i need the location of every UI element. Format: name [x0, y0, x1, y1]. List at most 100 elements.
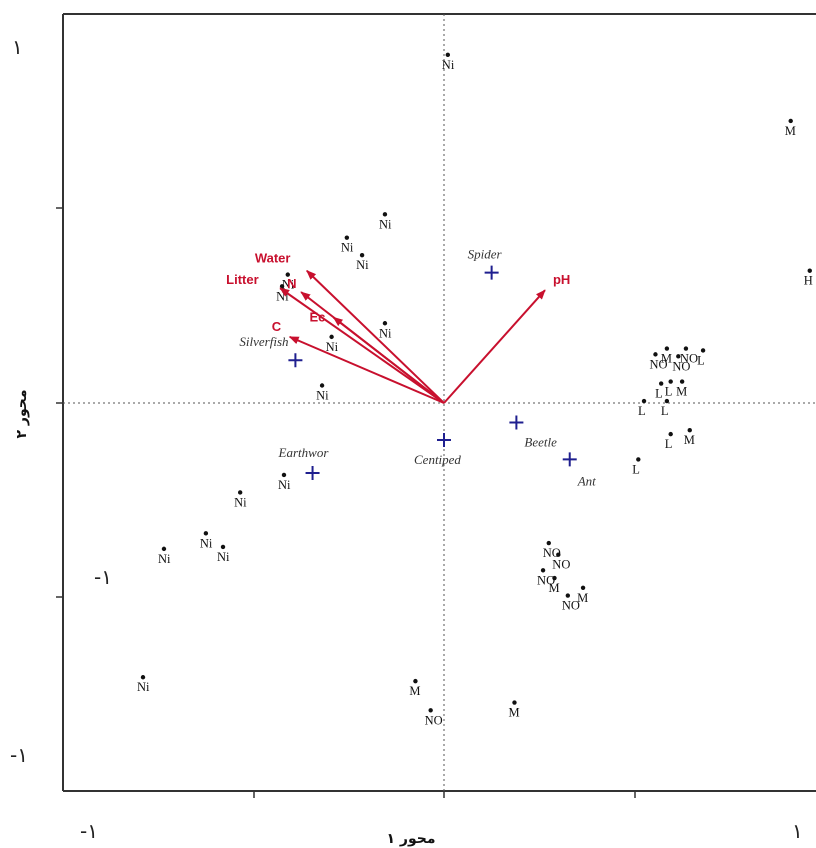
- site-point: [658, 381, 664, 386]
- site-point: [683, 346, 689, 351]
- site-label: NO: [543, 546, 561, 560]
- y-tick-label-top: ۱: [12, 35, 23, 59]
- species-marker-centiped: [437, 432, 451, 447]
- site-label: L: [632, 462, 640, 476]
- site-point: [565, 593, 571, 598]
- site-label: NO: [425, 713, 443, 727]
- site-point: [664, 398, 670, 404]
- site-point: [668, 431, 673, 437]
- vector-layer: Water Litter N Ec CpH: [226, 251, 570, 404]
- site-point: [329, 334, 334, 340]
- site-label: Ni: [341, 241, 354, 255]
- site-label: Ni: [276, 289, 289, 303]
- vector-arrow-c: [288, 335, 445, 404]
- site-label: Ni: [356, 258, 369, 272]
- site-point: [788, 118, 793, 124]
- x-axis-title: محور ۱: [386, 831, 435, 847]
- species-label-beetle: Beetle: [524, 434, 557, 449]
- site-label: NO: [552, 558, 570, 572]
- site-point: [676, 354, 681, 359]
- species-label-spider: Spider: [468, 247, 503, 262]
- site-label: Ni: [316, 388, 329, 402]
- site-label: Ni: [442, 58, 455, 72]
- site-point: [359, 252, 365, 258]
- site-point: [556, 552, 561, 557]
- site-label: Ni: [158, 552, 171, 566]
- site-point: [281, 472, 287, 478]
- site-point: [285, 272, 290, 277]
- site-label: Ni: [200, 536, 213, 550]
- site-point: [687, 428, 692, 433]
- site-point: [203, 531, 209, 536]
- site-label: L: [661, 404, 669, 418]
- site-label: L: [638, 404, 646, 418]
- site-label: M: [676, 385, 687, 399]
- y-tick-label-mid: -۱: [94, 565, 112, 589]
- site-label: Ni: [278, 478, 291, 492]
- site-label: M: [684, 433, 695, 447]
- vector-label-n: N: [287, 276, 296, 291]
- site-label: Ni: [217, 550, 230, 564]
- site-label: NO: [680, 352, 698, 366]
- species-marker-beetle: [509, 415, 524, 430]
- vector-label-water: Water: [255, 251, 291, 266]
- site-point: [700, 348, 706, 353]
- site-point: [140, 675, 146, 680]
- site-point: [807, 268, 812, 273]
- site-point: [413, 678, 418, 684]
- vector-arrow-ec: [332, 316, 445, 404]
- site-label: H: [804, 274, 813, 288]
- species-label-centiped: Centiped: [414, 452, 461, 467]
- site-point: [237, 490, 243, 495]
- vector-arrow-ph: [443, 289, 546, 404]
- site-label: L: [655, 387, 663, 401]
- vector-label-c: C: [272, 319, 282, 334]
- site-label: M: [661, 352, 672, 366]
- site-label: Ni: [379, 217, 392, 231]
- vector-arrow-litter: [279, 287, 445, 404]
- site-point: [668, 379, 673, 384]
- species-label-earthwor: Earthwor: [278, 445, 330, 460]
- site-label: NO: [537, 573, 555, 587]
- site-point: [445, 52, 451, 58]
- site-label: Ni: [137, 680, 150, 694]
- x-tick-label-right: ۱: [792, 819, 803, 843]
- site-point: [428, 708, 433, 713]
- site-point: [641, 398, 647, 404]
- site-point: [552, 575, 557, 581]
- site-point: [664, 346, 670, 351]
- site-label: NO: [649, 357, 667, 371]
- vector-arrow-water: [306, 270, 445, 404]
- vector-label-ec: Ec: [310, 309, 326, 324]
- site-point: [679, 379, 685, 384]
- species-layer: Spider Silverfish Earthwor Centiped Beetle An…: [239, 247, 596, 489]
- site-label: M: [508, 706, 519, 720]
- site-point: [279, 284, 285, 289]
- site-point: [220, 544, 226, 550]
- species-marker-earthwor: [305, 466, 320, 481]
- site-label: L: [697, 353, 705, 367]
- vector-label-litter: Litter: [226, 272, 258, 287]
- vector-label-ph: pH: [553, 272, 570, 287]
- site-point: [653, 352, 658, 357]
- site-point: [546, 540, 551, 546]
- site-point: [382, 321, 388, 326]
- site-label: Ni: [379, 326, 392, 340]
- site-point: [382, 212, 388, 217]
- species-marker-ant: [562, 452, 577, 467]
- species-label-silverfish: Silverfish: [239, 334, 288, 349]
- species-label-ant: Ant: [577, 473, 596, 488]
- site-label: NO: [672, 359, 690, 373]
- site-point: [580, 585, 586, 590]
- x-tick-label-left: -۱: [80, 819, 98, 843]
- site-point: [319, 383, 325, 388]
- site-label: Ni: [234, 495, 247, 509]
- site-point: [512, 700, 517, 705]
- site-point: [161, 546, 167, 552]
- site-point: [636, 457, 641, 462]
- site-label: M: [409, 684, 420, 698]
- site-label: M: [548, 581, 559, 595]
- site-point: [344, 235, 350, 240]
